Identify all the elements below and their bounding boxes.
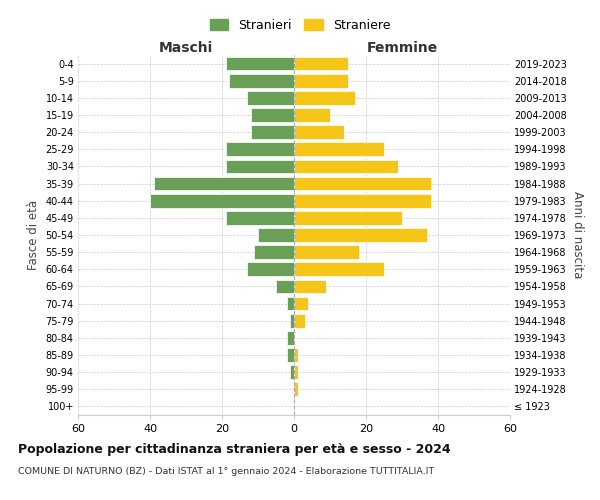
Text: Popolazione per cittadinanza straniera per età e sesso - 2024: Popolazione per cittadinanza straniera p… — [18, 442, 451, 456]
Bar — [150, 194, 294, 207]
Bar — [294, 262, 384, 276]
Bar — [294, 366, 298, 379]
Bar — [254, 246, 294, 259]
Bar — [294, 280, 326, 293]
Y-axis label: Anni di nascita: Anni di nascita — [571, 192, 584, 278]
Bar — [294, 382, 298, 396]
Bar — [294, 126, 344, 139]
Text: COMUNE DI NATURNO (BZ) - Dati ISTAT al 1° gennaio 2024 - Elaborazione TUTTITALIA: COMUNE DI NATURNO (BZ) - Dati ISTAT al 1… — [18, 468, 434, 476]
Bar — [294, 194, 431, 207]
Text: Maschi: Maschi — [159, 41, 213, 55]
Bar — [247, 91, 294, 104]
Bar — [290, 314, 294, 328]
Bar — [226, 56, 294, 70]
Bar — [276, 280, 294, 293]
Text: Femmine: Femmine — [367, 41, 437, 55]
Bar — [294, 74, 348, 88]
Bar — [226, 142, 294, 156]
Bar — [226, 160, 294, 173]
Bar — [287, 296, 294, 310]
Legend: Stranieri, Straniere: Stranieri, Straniere — [205, 14, 395, 37]
Bar — [226, 211, 294, 224]
Bar — [294, 108, 330, 122]
Bar — [294, 176, 431, 190]
Bar — [229, 74, 294, 88]
Bar — [290, 366, 294, 379]
Bar — [294, 228, 427, 242]
Bar — [251, 108, 294, 122]
Bar — [294, 314, 305, 328]
Bar — [294, 56, 348, 70]
Bar — [287, 348, 294, 362]
Bar — [154, 176, 294, 190]
Bar — [258, 228, 294, 242]
Bar — [294, 296, 308, 310]
Bar — [294, 211, 402, 224]
Bar — [294, 91, 355, 104]
Y-axis label: Fasce di età: Fasce di età — [27, 200, 40, 270]
Bar — [294, 142, 384, 156]
Bar — [294, 348, 298, 362]
Bar — [294, 160, 398, 173]
Bar — [294, 246, 359, 259]
Bar — [251, 126, 294, 139]
Bar — [247, 262, 294, 276]
Bar — [287, 331, 294, 344]
